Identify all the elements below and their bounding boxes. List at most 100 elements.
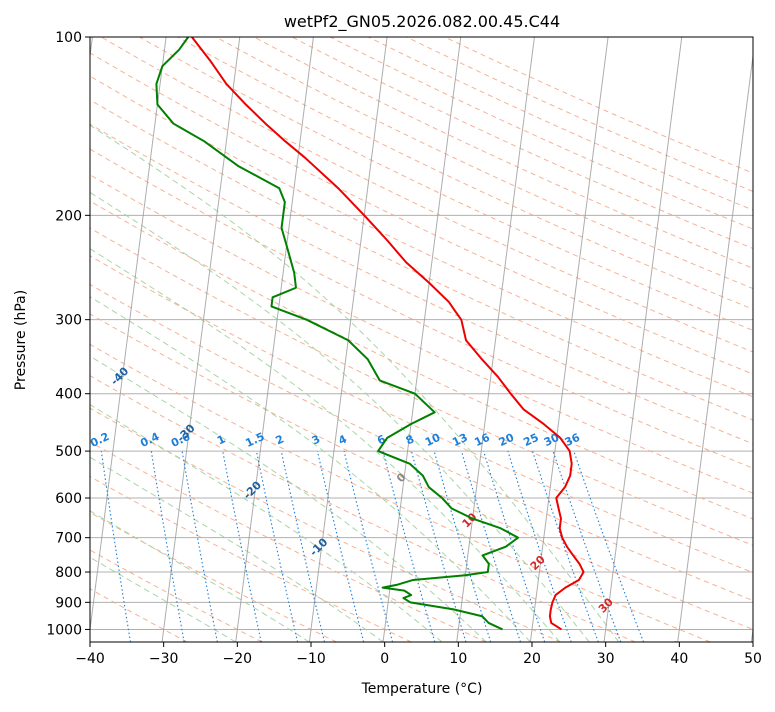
x-tick-label: −20 bbox=[223, 651, 253, 667]
mixing-ratio-label: 13 bbox=[450, 431, 469, 449]
dry-adiabat bbox=[215, 37, 753, 290]
isotherm-label: 0 bbox=[394, 470, 409, 485]
mixing-ratio-line bbox=[460, 450, 522, 642]
mixing-ratio-line bbox=[280, 450, 325, 642]
dry-adiabat bbox=[90, 200, 753, 520]
mixing-ratio-line bbox=[316, 450, 365, 642]
isotherm-line bbox=[161, 37, 241, 642]
x-tick-label: 50 bbox=[744, 651, 762, 667]
x-tick-label: 20 bbox=[523, 651, 541, 667]
plot-area: 0.10.20.40.611.52346810131620253036-100-… bbox=[88, 37, 753, 658]
plot-frame bbox=[89, 36, 754, 643]
x-tick-label: −40 bbox=[75, 651, 105, 667]
isotherm-label: -10 bbox=[307, 535, 330, 558]
axis-ticks: −40 −30 −20 −10 0 10 20 30 40 5010020030040050060… bbox=[46, 30, 762, 667]
isotherm-label: -40 bbox=[108, 364, 131, 387]
y-tick-label: 100 bbox=[55, 30, 82, 46]
moist-adiabat bbox=[90, 296, 531, 642]
dry-adiabat bbox=[90, 148, 753, 469]
mixing-ratio-label: 16 bbox=[472, 431, 492, 449]
x-tick-label: −30 bbox=[149, 651, 179, 667]
dry-adiabat bbox=[90, 549, 263, 642]
mixing-ratio-line bbox=[222, 450, 262, 642]
dry-adiabat bbox=[90, 52, 753, 375]
mixing-ratio-line bbox=[507, 450, 572, 642]
x-tick-label: 40 bbox=[670, 651, 688, 667]
moist-adiabat bbox=[90, 248, 561, 642]
x-tick-label: 10 bbox=[449, 651, 467, 667]
mixing-ratio-label: 3 bbox=[310, 432, 322, 447]
dry-adiabat bbox=[90, 475, 412, 642]
mixing-ratio-line bbox=[100, 451, 131, 642]
isotherm-line bbox=[603, 37, 683, 642]
mixing-ratio-line bbox=[255, 450, 299, 642]
x-tick-label: 30 bbox=[597, 651, 615, 667]
mixing-ratio-line bbox=[552, 450, 622, 642]
x-tick-label: −10 bbox=[296, 651, 326, 667]
isotherm-line bbox=[382, 37, 462, 642]
y-tick-label: 800 bbox=[55, 565, 82, 581]
y-axis-label: Pressure (hPa) bbox=[13, 290, 29, 390]
dry-adiabat bbox=[90, 255, 753, 574]
mixing-ratio-label: 4 bbox=[336, 432, 349, 447]
mixing-ratio-line bbox=[483, 450, 546, 642]
mixing-ratio-label: 0.2 bbox=[88, 430, 111, 450]
dry-adiabat bbox=[90, 511, 337, 642]
y-tick-label: 900 bbox=[55, 595, 82, 611]
mixing-ratio-line bbox=[343, 450, 394, 642]
moist-adiabat bbox=[90, 191, 590, 642]
y-tick-label: 300 bbox=[55, 313, 82, 329]
x-tick-label: 0 bbox=[380, 651, 389, 667]
isotherm-line bbox=[235, 37, 314, 642]
isotherm-line bbox=[529, 37, 609, 642]
dry-adiabat bbox=[101, 37, 753, 353]
y-tick-label: 200 bbox=[55, 208, 82, 224]
dry-adiabat bbox=[90, 99, 753, 421]
temperature-profile-line bbox=[191, 37, 585, 631]
mixing-ratio-label: 30 bbox=[542, 431, 562, 449]
dry-adiabat bbox=[330, 37, 753, 230]
y-tick-label: 600 bbox=[55, 491, 82, 507]
y-tick-label: 500 bbox=[55, 444, 82, 460]
mixing-ratio-line bbox=[433, 450, 492, 642]
dry-adiabat bbox=[291, 37, 753, 250]
dry-adiabat bbox=[406, 37, 753, 192]
mixing-ratio-line bbox=[181, 451, 218, 642]
dry-adiabat bbox=[90, 313, 753, 630]
moist-adiabat bbox=[90, 456, 384, 642]
isotherm-line bbox=[90, 37, 167, 634]
isotherm-line bbox=[750, 625, 753, 642]
x-axis-label: Temperature (°C) bbox=[361, 681, 483, 697]
mixing-ratio-label: 0.4 bbox=[138, 430, 161, 450]
mixing-ratio-label: 25 bbox=[521, 431, 540, 449]
moist-adiabat bbox=[90, 556, 236, 642]
dry-adiabat bbox=[90, 283, 753, 602]
dry-adiabat bbox=[139, 37, 753, 331]
mixing-ratio-line bbox=[532, 450, 599, 642]
dry-adiabat bbox=[90, 441, 487, 642]
dry-adiabat bbox=[90, 407, 561, 642]
chart-title: wetPf2_GN05.2026.082.00.45.C44 bbox=[284, 12, 560, 32]
isotherm-label: 40 bbox=[664, 638, 684, 658]
dewpoint-profile-line bbox=[155, 37, 519, 631]
moist-adiabat bbox=[90, 124, 620, 642]
y-tick-label: 700 bbox=[55, 531, 82, 547]
mixing-ratio-label: 10 bbox=[423, 431, 443, 449]
mixing-ratio-label: 1.5 bbox=[243, 430, 266, 450]
isotherm-label: 30 bbox=[596, 595, 616, 615]
dry-adiabat bbox=[177, 37, 753, 310]
y-tick-label: 400 bbox=[55, 387, 82, 403]
moist-adiabat bbox=[90, 355, 487, 642]
isotherm-line bbox=[677, 52, 753, 642]
dry-adiabat bbox=[253, 37, 753, 269]
mixing-ratio-line bbox=[382, 450, 436, 642]
moist-adiabat bbox=[90, 404, 443, 642]
dry-adiabat bbox=[90, 174, 753, 494]
dry-adiabat bbox=[90, 227, 753, 546]
mixing-ratio-line bbox=[150, 451, 185, 642]
dry-adiabat bbox=[90, 123, 753, 445]
dry-adiabat bbox=[90, 343, 711, 642]
mixing-ratio-label: 36 bbox=[563, 431, 583, 449]
